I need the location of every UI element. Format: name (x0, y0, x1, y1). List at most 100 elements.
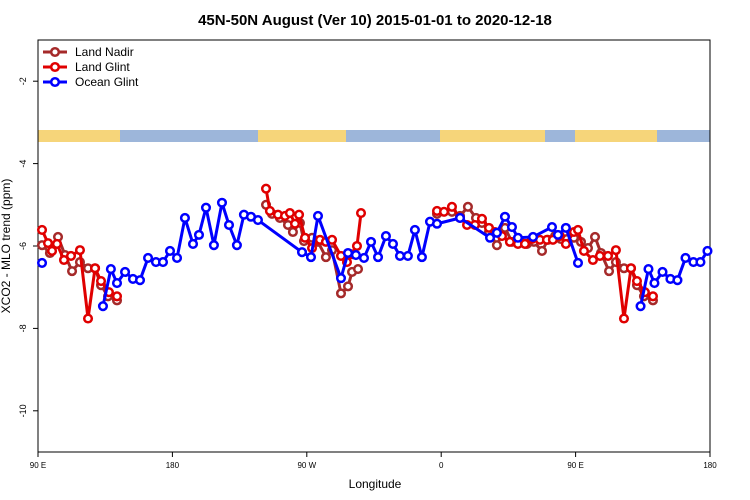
data-point (264, 205, 275, 217)
data-point (506, 221, 518, 233)
data-point (438, 206, 450, 217)
data-point (82, 313, 94, 324)
x-tick-label: 90 E (30, 461, 46, 470)
data-point (572, 224, 584, 235)
data-point (702, 245, 713, 256)
x-tick-label: 90 W (297, 461, 316, 470)
data-point (355, 207, 367, 219)
data-point (695, 257, 706, 268)
y-tick-label: -6 (18, 242, 28, 250)
data-point (476, 213, 488, 224)
data-point (312, 210, 324, 221)
data-point (380, 231, 391, 242)
data-point (289, 218, 301, 229)
data-point (578, 245, 590, 256)
data-point (546, 221, 558, 233)
data-point (431, 218, 443, 229)
data-point (618, 313, 630, 324)
data-point (491, 227, 502, 238)
data-point (200, 202, 212, 213)
land-strip (440, 130, 545, 142)
data-point (97, 301, 109, 312)
land-strip (38, 130, 120, 142)
y-tick-label: -10 (18, 404, 28, 417)
y-tick-label: -4 (18, 160, 28, 168)
data-point (143, 252, 154, 263)
data-point (352, 264, 364, 275)
data-point (120, 266, 131, 278)
legend-marker (49, 46, 61, 58)
data-point (223, 219, 235, 231)
data-point (231, 240, 242, 251)
data-point (284, 207, 295, 219)
data-point (179, 212, 190, 224)
data-point (484, 232, 496, 243)
data-point (625, 263, 637, 274)
x-tick-label: 180 (703, 461, 717, 470)
data-point (499, 211, 511, 222)
data-point (342, 281, 354, 292)
data-point (372, 252, 384, 263)
data-point (252, 214, 264, 226)
data-point (527, 231, 539, 242)
data-point (416, 252, 427, 263)
land-strip (575, 130, 657, 142)
data-point (42, 238, 54, 249)
data-point (647, 291, 659, 302)
data-point (350, 250, 361, 261)
data-point (296, 247, 308, 258)
data-point (446, 201, 458, 212)
map-strip (38, 130, 710, 142)
data-point (36, 224, 48, 235)
legend-label: Land Nadir (75, 45, 134, 59)
data-point (164, 245, 176, 256)
data-point (134, 275, 146, 286)
data-point (387, 238, 399, 249)
data-point (504, 236, 515, 247)
data-point (643, 264, 654, 275)
data-point (589, 231, 601, 242)
x-tick-label: 90 E (567, 461, 583, 470)
data-point (320, 252, 331, 263)
data-point (365, 236, 377, 247)
data-point (187, 238, 199, 249)
data-point (66, 266, 78, 277)
data-point (604, 266, 615, 277)
data-point (342, 247, 354, 259)
data-point (335, 288, 347, 299)
y-axis-label: XCO2 - MLO trend (ppm) (0, 179, 13, 314)
data-point (657, 266, 668, 278)
data-point (402, 250, 413, 261)
x-axis-label: Longitude (349, 477, 402, 491)
data-point (610, 245, 621, 256)
data-point (65, 250, 77, 261)
data-point (58, 254, 70, 266)
data-point (409, 224, 420, 235)
data-point (358, 252, 370, 263)
data-point (351, 240, 363, 252)
data-point (157, 257, 169, 268)
data-point (394, 250, 406, 261)
legend-marker (49, 61, 61, 73)
data-point (649, 278, 660, 289)
data-point (111, 278, 123, 289)
data-point (560, 222, 571, 233)
data-point (171, 252, 183, 263)
data-point (95, 275, 107, 287)
data-point (293, 209, 305, 220)
data-point (305, 252, 317, 263)
data-point (89, 263, 101, 274)
data-point (552, 229, 564, 240)
x-tick-label: 180 (166, 461, 180, 470)
data-point (519, 238, 531, 249)
data-point (491, 240, 502, 251)
data-point (193, 229, 205, 240)
data-point (602, 250, 614, 261)
chart-title: 45N-50N August (Ver 10) 2015-01-01 to 20… (198, 12, 552, 29)
legend-marker (49, 76, 61, 88)
data-point (46, 245, 58, 256)
y-tick-label: -8 (18, 324, 28, 332)
data-point (594, 250, 605, 261)
